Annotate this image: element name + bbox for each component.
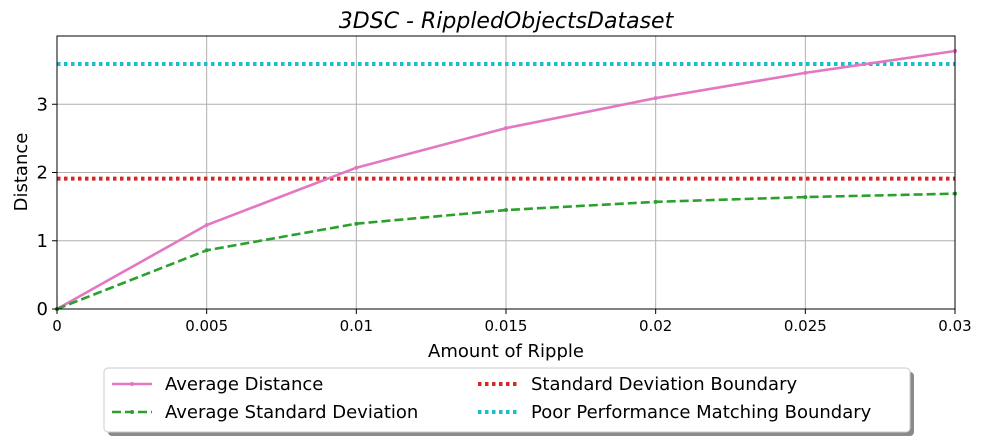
y-axis-label: Distance [11,133,32,212]
series-point [803,195,808,200]
x-tick-label: 0.005 [185,317,228,335]
series-point [204,248,209,253]
x-tick-label: 0.02 [639,317,672,335]
series-point [803,70,808,75]
legend-marker [130,410,134,414]
legend-label: Average Standard Deviation [165,402,418,423]
x-tick-label: 0.015 [485,317,528,335]
y-tick-label: 3 [37,94,48,115]
legend-label: Poor Performance Matching Boundary [531,402,872,423]
series-point [653,199,658,204]
y-axis: 0 1 2 3 [37,94,57,320]
legend-box [103,367,911,433]
series-point [204,223,209,228]
series-point [653,96,658,101]
series-point [354,165,359,170]
series-point [354,221,359,226]
y-tick-label: 1 [37,231,48,252]
legend-label: Average Distance [165,374,323,395]
y-tick-label: 0 [37,299,48,320]
x-tick-label: 0.01 [340,317,373,335]
legend-label: Standard Deviation Boundary [531,374,797,395]
x-axis-label: Amount of Ripple [428,341,584,362]
x-tick-label: 0.025 [784,317,827,335]
series-point [504,126,508,131]
x-tick-label: 0 [52,317,62,335]
chart-title: 3DSC - RippledObjectsDataset [339,9,675,34]
x-axis: 0 0.005 0.01 0.015 0.02 0.025 0.03 [52,309,972,335]
legend-marker [130,382,134,386]
reference-lines [57,61,955,181]
x-tick-label: 0.03 [938,317,971,335]
grid-lines [56,36,956,310]
legend: Average Distance Average Standard Deviati… [103,367,914,436]
series-point [504,208,508,213]
y-tick-label: 2 [37,163,48,184]
series-lines [55,49,957,311]
